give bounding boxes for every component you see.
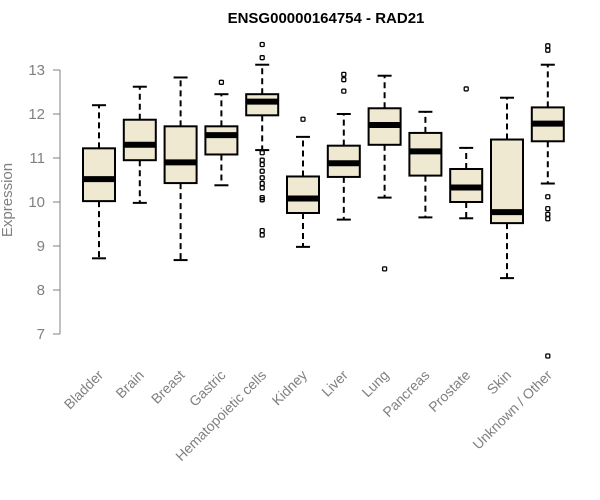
box-group <box>326 71 361 221</box>
x-tick-label: Bladder <box>61 367 107 413</box>
outlier-point <box>259 227 265 234</box>
box-group <box>163 76 198 262</box>
outlier-point <box>545 194 551 200</box>
box-group <box>204 79 239 187</box>
outlier-point <box>545 43 551 49</box>
y-tick-label: 11 <box>29 150 45 167</box>
box-group <box>530 43 565 359</box>
y-tick-label: 10 <box>28 194 45 211</box>
box-group <box>408 110 443 219</box>
x-tick-label: Lung <box>358 367 391 400</box>
y-tick-label: 8 <box>37 282 45 299</box>
box-group <box>367 74 402 272</box>
outlier-point <box>259 150 265 156</box>
box-iqr <box>204 125 239 156</box>
outlier-point <box>341 71 347 78</box>
outlier-point <box>259 41 265 48</box>
box-group <box>490 96 524 280</box>
box-iqr <box>82 147 116 203</box>
chart-title: ENSG00000164754 - RAD21 <box>228 10 425 27</box>
y-tick-label: 12 <box>28 106 45 123</box>
x-tick-label: Breast <box>148 367 188 407</box>
y-tick-label: 7 <box>37 326 45 343</box>
outlier-point <box>218 79 225 85</box>
outlier-point <box>381 266 388 272</box>
box-group <box>82 104 116 260</box>
outlier-point <box>341 77 347 83</box>
outlier-point <box>259 161 265 168</box>
box-group <box>286 116 320 248</box>
outlier-point <box>545 47 551 53</box>
outlier-point <box>545 353 551 359</box>
x-tick-label: Kidney <box>269 367 311 409</box>
outlier-point <box>545 211 551 217</box>
box-group <box>245 41 280 238</box>
plot-area <box>82 41 565 359</box>
outlier-point <box>300 116 306 122</box>
y-tick-label: 13 <box>28 62 45 79</box>
outlier-point <box>259 232 265 238</box>
x-tick-label: Prostate <box>425 367 473 415</box>
y-axis: 7 8 9 10 11 12 13 <box>28 62 61 343</box>
box-iqr <box>163 125 198 185</box>
y-axis-label: Expression <box>0 163 16 237</box>
x-tick-label: Liver <box>318 367 351 400</box>
box-iqr <box>245 93 280 117</box>
outlier-point <box>341 88 347 94</box>
outlier-point <box>259 197 265 203</box>
outlier-point <box>463 86 469 92</box>
box-iqr <box>286 175 320 214</box>
outlier-point <box>259 55 265 61</box>
outlier-point <box>545 205 551 212</box>
box-group <box>122 85 157 204</box>
x-tick-label: Skin <box>484 367 515 398</box>
x-tick-label: Brain <box>112 367 146 401</box>
outlier-point <box>259 180 265 187</box>
outlier-point <box>259 175 265 181</box>
outlier-point <box>259 185 265 191</box>
outlier-point <box>259 168 265 174</box>
box-group <box>449 86 484 220</box>
box-iqr <box>122 118 157 162</box>
y-tick-label: 9 <box>37 238 45 255</box>
outlier-point <box>259 157 265 163</box>
outlier-point <box>545 216 551 222</box>
